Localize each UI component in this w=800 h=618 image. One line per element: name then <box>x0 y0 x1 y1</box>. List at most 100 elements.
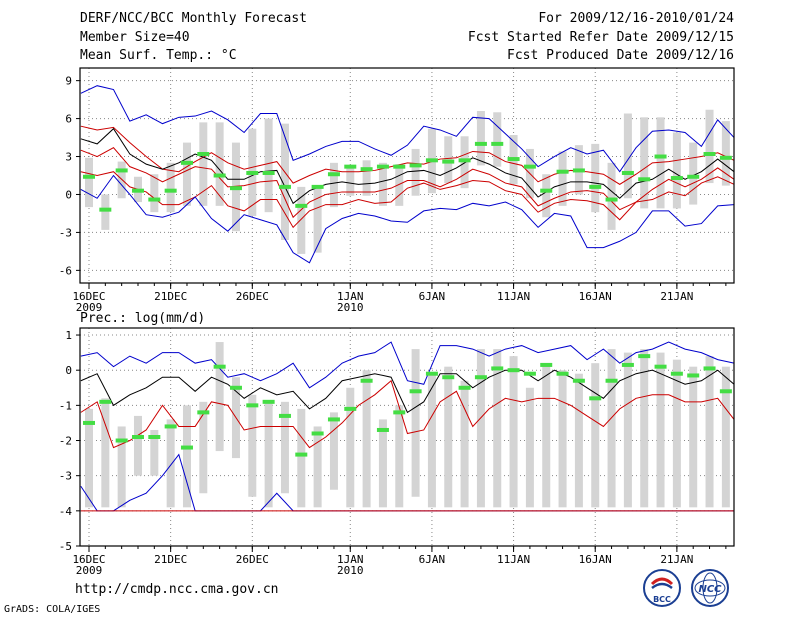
x-tick-label: 6JAN <box>419 553 446 566</box>
observed-marker <box>115 168 128 173</box>
observed-marker <box>540 188 553 193</box>
ensemble-box <box>133 415 142 476</box>
observed-marker <box>654 154 667 159</box>
series-p10-line <box>80 171 735 229</box>
observed-marker <box>425 371 438 376</box>
observed-marker <box>327 417 340 422</box>
observed-marker <box>523 164 536 169</box>
observed-marker <box>344 406 357 411</box>
observed-marker <box>605 378 618 383</box>
ensemble-box <box>705 356 714 508</box>
ensemble-box <box>182 142 191 206</box>
ensemble-box <box>444 366 453 508</box>
ensemble-box <box>313 426 322 508</box>
series-p25-line <box>80 147 735 219</box>
y-tick-label: -2 <box>59 435 72 448</box>
ensemble-box <box>346 165 355 196</box>
ensemble-box <box>313 185 322 253</box>
observed-marker <box>458 385 471 390</box>
ensemble-box <box>378 162 387 206</box>
x-tick-label: 21DEC <box>154 290 187 303</box>
ensemble-box <box>215 342 224 452</box>
ensemble-box <box>166 419 175 508</box>
ensemble-box <box>411 349 420 497</box>
x-tick-label: 11JAN <box>497 553 530 566</box>
y-tick-label: 9 <box>65 75 72 88</box>
observed-marker <box>409 389 422 394</box>
ensemble-box <box>248 394 257 497</box>
x-tick-label: 1JAN <box>337 553 364 566</box>
ensemble-box <box>705 109 714 184</box>
observed-marker <box>197 410 210 415</box>
member-size: Member Size=40 <box>80 30 190 45</box>
observed-marker <box>621 170 634 175</box>
ensemble-box <box>280 401 289 494</box>
chart-title: DERF/NCC/BCC Monthly Forecast <box>80 11 307 26</box>
observed-marker <box>703 366 716 371</box>
ensemble-box <box>672 359 681 508</box>
observed-marker <box>491 141 504 146</box>
observed-marker <box>572 378 585 383</box>
series-max-line <box>80 341 735 389</box>
observed-marker <box>507 157 520 162</box>
ensemble-box <box>476 349 485 508</box>
observed-marker <box>344 164 357 169</box>
ensemble-box <box>689 366 698 508</box>
ensemble-box <box>640 349 649 508</box>
x-year-label: 2009 <box>76 301 103 314</box>
ensemble-box <box>656 117 665 209</box>
x-tick-label: 21JAN <box>660 290 693 303</box>
observed-marker <box>523 371 536 376</box>
ensemble-box <box>525 387 534 508</box>
ensemble-box <box>362 160 371 196</box>
y-tick-label: -3 <box>59 470 72 483</box>
observed-marker <box>164 424 177 429</box>
ensemble-box <box>329 412 338 490</box>
ensemble-box <box>395 164 404 206</box>
observed-marker <box>703 152 716 156</box>
forecast-range: For 2009/12/16-2010/01/24 <box>538 11 734 26</box>
observed-marker <box>474 141 487 146</box>
observed-marker <box>180 445 193 450</box>
observed-marker <box>540 362 553 367</box>
ensemble-box <box>623 352 632 508</box>
y-tick-label: 6 <box>65 113 72 126</box>
plot-frame <box>79 67 735 284</box>
ensemble-box <box>411 148 420 196</box>
observed-marker <box>670 371 683 376</box>
source-url[interactable]: http://cmdp.ncc.cma.gov.cn <box>75 582 279 597</box>
ensemble-box <box>721 121 730 186</box>
ensemble-box <box>150 429 159 476</box>
ensemble-box <box>85 408 93 508</box>
ensemble-box <box>101 194 110 230</box>
ensemble-box <box>689 142 698 205</box>
ensemble-box <box>362 370 371 508</box>
ensemble-box <box>656 352 665 508</box>
y-tick-label: 1 <box>65 329 72 342</box>
observed-marker <box>393 164 406 169</box>
observed-marker <box>278 184 291 189</box>
observed-marker <box>638 354 651 359</box>
ensemble-box <box>297 186 306 254</box>
ensemble-box <box>297 408 306 508</box>
ensemble-box <box>264 118 273 213</box>
observed-marker <box>83 174 95 179</box>
observed-marker <box>376 427 389 432</box>
x-tick-label: 21JAN <box>660 553 693 566</box>
ensemble-box <box>591 143 600 213</box>
observed-marker <box>589 396 602 401</box>
ensemble-box <box>558 151 567 206</box>
observed-marker <box>262 170 275 175</box>
y-tick-label: -3 <box>59 226 72 239</box>
observed-marker <box>670 176 683 181</box>
ensemble-box <box>623 113 632 199</box>
ensemble-box <box>150 174 159 213</box>
ensemble-box <box>721 366 730 508</box>
observed-marker <box>99 207 112 212</box>
ensemble-box <box>329 162 338 208</box>
x-tick-label: 16JAN <box>579 553 612 566</box>
ensemble-box <box>199 401 208 494</box>
ensemble-box <box>607 349 616 508</box>
observed-marker <box>131 435 144 439</box>
